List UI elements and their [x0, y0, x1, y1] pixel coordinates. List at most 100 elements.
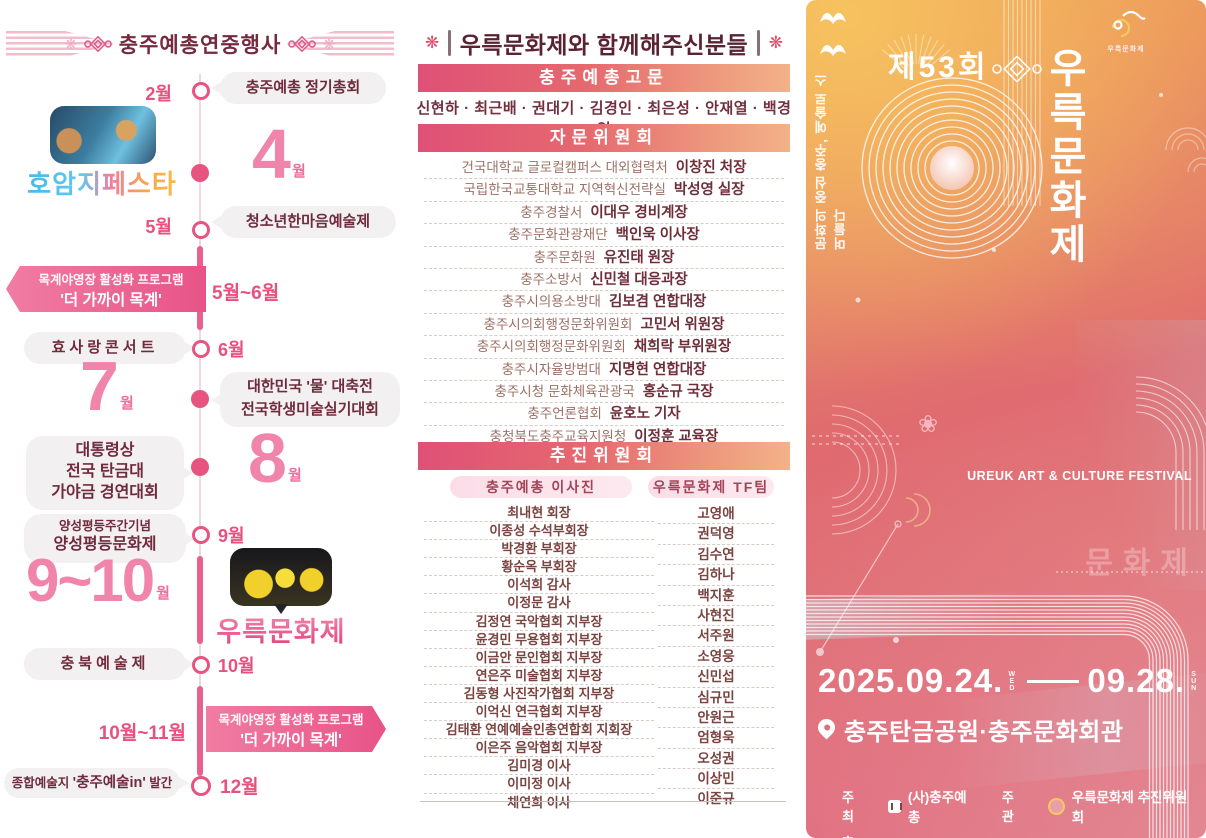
- left-header: ❋ 충주예총연중행사 ❋: [0, 26, 400, 62]
- board-list: 최내현 회장 이종성 수석부회장 박경환 부회장 황순옥 부회장 이석희 감사 …: [424, 504, 654, 811]
- knot-icon: [83, 36, 112, 52]
- advisory-row: 충주시의회행정문화위원회 채희락 부위원장: [424, 336, 784, 359]
- hoamji-festa-logo: 호암지페스타: [10, 164, 194, 201]
- advisory-row: 충주시청 문화체육관광국 홍순규 국장: [424, 381, 784, 404]
- advisory-row: 충주언론협회 윤호노 기자: [424, 403, 784, 426]
- organizer-logo-icon: [1047, 797, 1065, 815]
- list-item: 이미정 이사: [424, 775, 654, 794]
- list-item: 고영애: [658, 504, 774, 525]
- month-may-jun: 5월~6월: [212, 283, 280, 304]
- date-end: 09.28.: [1087, 662, 1186, 699]
- list-item: 권덕영: [658, 524, 774, 545]
- advisory-row: 충주시의회행정문화위원회 고민서 위원장: [424, 314, 784, 337]
- divider: [420, 801, 786, 802]
- list-item: 이금안 문인협회 지부장: [424, 649, 654, 667]
- list-item: 이은주 음악협회 지부장: [424, 739, 654, 758]
- ureuk-festival-photo: [230, 548, 332, 606]
- festival-dates: 2025.09.24. WED 09.28. SUN: [818, 662, 1201, 700]
- gomun-banner: 충주예총고문: [418, 64, 790, 92]
- advisory-row: 충주소방서 신민철 대응과장: [424, 269, 784, 292]
- ureuk-festival-logo: 우륵문화제: [206, 610, 356, 649]
- host-logo-icon: [888, 799, 902, 813]
- event-bubble: 충주예총 정기총회: [220, 72, 386, 104]
- poster-subtitle: UREUK ART & CULTURE FESTIVAL: [967, 469, 1192, 483]
- annual-events-panel: ❋ 충주예총연중행사 ❋ 2월: [0, 0, 400, 838]
- list-item: 김정연 국악협회 지부장: [424, 613, 654, 631]
- timeline-segment: [197, 556, 203, 644]
- list-item: 서주원: [658, 626, 774, 647]
- poster-sheen: [806, 592, 1021, 640]
- poster-title-char: 우: [1049, 45, 1087, 92]
- advisory-row: 충주시의용소방대 김보겸 연합대장: [424, 291, 784, 314]
- advisory-row: 충주문화관광재단 백인욱 이사장: [424, 224, 784, 247]
- credits-row-support: 후 원 충주시 충청북도 충청북도교육청 충청북도충주교육지원청 충주문화관광재…: [842, 832, 1198, 838]
- list-item: 김동형 사진작가협회 지부장: [424, 685, 654, 704]
- list-item: 소영웅: [658, 647, 774, 668]
- timeline-dot: [191, 390, 209, 408]
- list-item: 연은주 미술협회 지부장: [424, 667, 654, 685]
- timeline-line: [199, 74, 201, 796]
- contributors-title-text: 우륵문화제와 함께해주신분들: [459, 32, 749, 58]
- advisory-row: 충주문화원 유진태 원장: [424, 247, 784, 269]
- advisory-row: 건국대학교 글로컬캠퍼스 대외협력처 이창진 처장: [424, 157, 784, 180]
- festival-logo-icon: [1111, 10, 1146, 38]
- advisory-row: 충주경찰서 이대우 경비계장: [424, 202, 784, 225]
- divider: [757, 30, 760, 56]
- timeline-dot: [192, 656, 210, 674]
- festival-venue: 충주탄금공원·충주문화회관: [814, 712, 1124, 747]
- divider: [448, 30, 451, 56]
- left-panel-title: 충주예총연중행사: [118, 34, 282, 57]
- festival-poster: 문화의 중심 충주, 예술로 스며들다 제53회 우 륵 문 화 제 우륵문화제: [806, 0, 1206, 838]
- committee-banner: 추진위원회: [418, 442, 790, 470]
- poster-title-char: 화: [1049, 177, 1087, 224]
- list-item: 이억신 연극협회 지부장: [424, 703, 654, 722]
- event-bubble: 청소년한마음예술제: [220, 206, 396, 238]
- date-start-day: WED: [1008, 670, 1016, 692]
- list-item: 오성권: [658, 749, 774, 770]
- event-bubble: 양성평등주간기념 양성평등문화제: [24, 514, 186, 563]
- festival-logo-text: 우륵문화제: [1107, 46, 1145, 53]
- advisory-list: 건국대학교 글로컬캠퍼스 대외협력처 이창진 처장 국립한국교통대학교 지역혁신전…: [424, 157, 784, 447]
- timeline-dot: [192, 82, 210, 100]
- list-item: 신민섭: [658, 667, 774, 688]
- list-item: 김미경 이사: [424, 757, 654, 776]
- poster-title-char: 제: [1049, 221, 1087, 268]
- list-item: 백지훈: [658, 586, 774, 606]
- list-item: 채연희 이사: [507, 794, 571, 810]
- support-label: 후 원: [842, 832, 873, 838]
- timeline-dot: [191, 776, 211, 796]
- timeline-dot: [191, 164, 209, 182]
- board-column-header: 충주예총 이사진: [450, 476, 632, 498]
- month-jul-big: 7 월: [80, 347, 134, 425]
- list-item: 이상민: [658, 769, 774, 790]
- organizer-label: 주 관: [1001, 790, 1018, 824]
- advisory-row: 충주시자율방범대 지명현 연합대장: [424, 359, 784, 381]
- host-label: 주 최: [842, 790, 858, 824]
- list-item: 엄형욱: [658, 728, 774, 749]
- flake-icon: ❋: [323, 35, 336, 52]
- month-oct: 10월: [218, 656, 255, 676]
- poster-tagline: 문화의 중심 충주, 예술로 스며들다: [814, 72, 848, 250]
- knot-icon: [992, 56, 1042, 82]
- list-item: 김하나: [658, 565, 774, 586]
- list-item: 김수연: [658, 545, 774, 566]
- tf-list: 고영애 권덕영 김수연 김하나 백지훈 사현진 서주원 소영웅 신민섭 심규민 …: [658, 504, 774, 809]
- list-item: 황순옥 부회장: [424, 558, 654, 577]
- bird-icon: [820, 12, 846, 56]
- month-aug-big: 8 월: [248, 419, 302, 497]
- month-may: 5월: [145, 217, 172, 237]
- host-name: (사)충주예총: [907, 790, 967, 825]
- timeline-segment: [197, 686, 203, 776]
- list-item: 이종성 수석부회장: [424, 522, 654, 541]
- month-feb: 2월: [145, 84, 172, 104]
- festival-logo: 우륵문화제: [1084, 8, 1168, 54]
- timeline-dot: [192, 221, 210, 239]
- venue-text: 충주탄금공원·충주문화회관: [844, 719, 1124, 746]
- mokgye-program-banner: 목계야영장 활성화 프로그램 '더 가까이 목계': [6, 266, 206, 312]
- poster-title-char: 문: [1049, 133, 1087, 180]
- event-bubble: 충북예술제: [24, 648, 186, 680]
- month-dec: 12월: [220, 777, 259, 798]
- date-dash: [1027, 679, 1080, 683]
- contributors-title: ❋ 우륵문화제와 함께해주신분들 ❋: [410, 26, 798, 60]
